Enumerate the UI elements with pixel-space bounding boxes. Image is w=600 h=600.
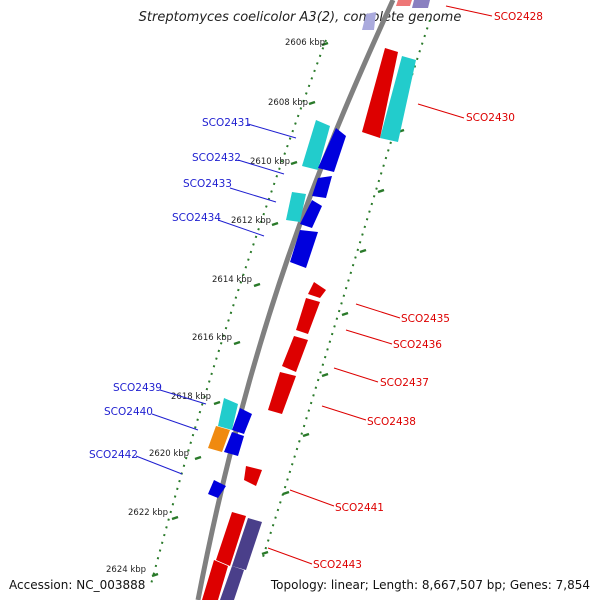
gene-label-sco2430[interactable]: SCO2430 [466,112,515,124]
leader-sco2439 [159,389,207,405]
gene-sco2440-cds [208,426,230,452]
tick-2610 [290,160,298,166]
kbp-label-2608: 2608 kbp [268,98,308,108]
inner-tick-3 [359,248,367,254]
leader-sco2430 [417,103,465,119]
inner-tick-5 [321,372,329,378]
gene-sco2433 [300,200,322,228]
gene-label-sco2428[interactable]: SCO2428 [494,11,543,23]
tick-2620 [194,455,202,461]
kbp-label-2620: 2620 kbp [149,449,189,459]
kbp-label-2606: 2606 kbp [285,38,325,48]
gene-sco2443 [216,512,246,566]
gene-sco2443-adjacent [232,518,262,570]
leader-sco2428 [445,5,493,17]
leader-sco2440 [151,413,199,431]
gene-sco2435 [308,282,326,298]
major-ticks [151,41,329,578]
kbp-label-2622: 2622 kbp [128,508,168,518]
gene-label-sco2441[interactable]: SCO2441 [335,502,384,514]
tick-2614 [253,282,261,288]
gene-sco2434 [290,230,318,268]
leader-sco2438 [321,405,367,421]
leader-sco2433 [229,187,277,203]
inner-major-ticks [261,128,405,556]
gene-sco2436 [296,298,320,334]
gene-sco2438 [268,372,296,414]
inner-tick-4 [341,311,349,317]
tick-2608 [308,100,316,106]
inner-tick-6 [302,432,310,438]
inner-tick-2 [377,188,385,194]
right-leader-lines [267,5,493,565]
inner-tick-7 [282,490,290,496]
leader-sco2435 [355,303,401,319]
leader-sco2434 [217,219,265,237]
leader-sco2443 [267,547,313,565]
leader-sco2437 [333,367,379,383]
leader-sco2442 [135,455,183,475]
tick-2612 [271,221,279,227]
gene-sco2430 [362,48,398,138]
leader-sco2431 [247,123,297,139]
gene-sco2441 [244,466,262,486]
gene-feature-top-c [362,12,376,30]
gene-label-sco2435[interactable]: SCO2435 [401,313,450,325]
kbp-label-2618: 2618 kbp [171,392,211,402]
tick-2624 [151,572,159,578]
gene-sco2439-cds [218,398,238,430]
gene-sco2442 [208,480,226,498]
kbp-label-2610: 2610 kbp [250,157,290,167]
kbp-label-2614: 2614 kbp [212,275,252,285]
left-leader-lines [135,123,297,475]
gene-sco2431-cds [302,120,330,170]
gene-label-sco2433[interactable]: SCO2433 [183,178,232,190]
tick-2618 [213,400,221,406]
tick-2606 [321,41,329,47]
gene-label-sco2442[interactable]: SCO2442 [89,449,138,461]
gene-sco2432 [312,176,332,198]
kbp-label-2612: 2612 kbp [231,216,271,226]
gene-label-sco2436[interactable]: SCO2436 [393,339,442,351]
kbp-label-2624: 2624 kbp [106,565,146,575]
gene-sco2430-cds [380,56,416,142]
gene-sco2431 [318,128,346,172]
gene-bottom-purple [220,566,244,600]
leader-sco2432 [237,159,285,175]
inner-tick-8 [261,550,269,556]
gene-sco2440 [224,432,244,456]
gene-feature-top-b [412,0,430,8]
gene-feature-top-a [396,0,412,6]
genome-stats-text: Topology: linear; Length: 8,667,507 bp; … [270,578,590,592]
leader-sco2436 [345,329,393,345]
gene-bottom-red [202,560,228,600]
gene-label-sco2432[interactable]: SCO2432 [192,152,241,164]
gene-label-sco2437[interactable]: SCO2437 [380,377,429,389]
accession-text: Accession: NC_003888 [9,578,146,592]
gene-label-sco2438[interactable]: SCO2438 [367,416,416,428]
gene-label-sco2431[interactable]: SCO2431 [202,117,251,129]
gene-sco2437 [282,336,308,372]
tick-2622 [171,515,179,521]
leader-sco2441 [289,489,335,507]
gene-label-sco2443[interactable]: SCO2443 [313,559,362,571]
tick-2616 [233,340,241,346]
gene-label-sco2434[interactable]: SCO2434 [172,212,221,224]
gene-label-sco2439[interactable]: SCO2439 [113,382,162,394]
gene-sco2439 [232,408,252,434]
gene-sco2433-cds [286,192,306,222]
gene-label-sco2440[interactable]: SCO2440 [104,406,153,418]
kbp-label-2616: 2616 kbp [192,333,232,343]
